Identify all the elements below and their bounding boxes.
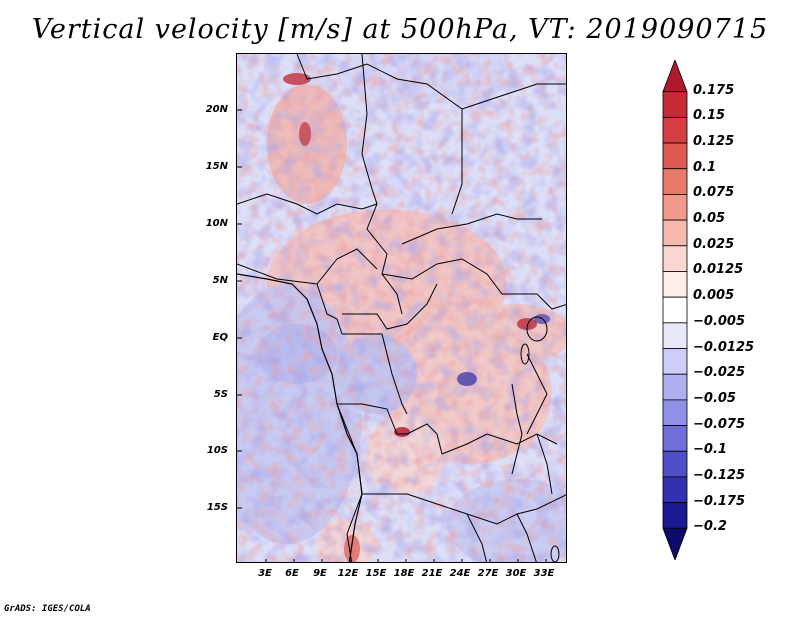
colorbar-segment <box>662 527 688 560</box>
colorbar-level-label: 0.1 <box>693 159 717 175</box>
lon-label-18e: 18E <box>393 568 415 579</box>
colorbar-segment <box>662 476 688 504</box>
colorbar-level-label: −0.05 <box>693 390 736 406</box>
colorbar-level-label: 0.025 <box>693 236 735 252</box>
lat-label-10n: 10N <box>205 218 228 229</box>
colorbar-segment <box>662 450 688 478</box>
colorbar-level-label: −0.125 <box>693 467 746 483</box>
colorbar-segment <box>662 373 688 401</box>
lat-label-15s: 15S <box>206 502 228 513</box>
colorbar-segment <box>662 168 688 195</box>
lat-label-5n: 5N <box>212 275 228 286</box>
lat-label-eq: EQ <box>212 332 228 343</box>
colorbar-level-label: 0.005 <box>693 288 735 304</box>
colorbar-segment <box>662 502 688 529</box>
vertical-velocity-map <box>236 53 567 563</box>
lon-label-12e: 12E <box>337 568 359 579</box>
colorbar-level-label: −0.0125 <box>693 339 755 355</box>
colorbar <box>662 60 688 560</box>
colorbar-segment <box>662 194 688 221</box>
descent-texture <box>237 54 566 562</box>
colorbar-level-label: 0.075 <box>693 185 735 201</box>
colorbar-segment <box>662 348 688 375</box>
colorbar-level-label: 0.05 <box>693 211 726 227</box>
colorbar-level-label: −0.005 <box>693 313 746 329</box>
colorbar-level-label: −0.2 <box>693 519 727 535</box>
colorbar-segment <box>662 60 688 93</box>
lon-label-24e: 24E <box>449 568 471 579</box>
colorbar-level-label: −0.1 <box>693 442 727 458</box>
colorbar-segment <box>662 296 688 324</box>
colorbar-level-label: −0.025 <box>693 365 746 381</box>
colorbar-segment <box>662 271 688 298</box>
lon-label-33e: 33E <box>533 568 555 579</box>
lon-label-6e: 6E <box>285 568 299 579</box>
colorbar-level-label: 0.175 <box>693 82 735 98</box>
colorbar-segment <box>662 399 688 426</box>
colorbar-segment <box>662 322 688 349</box>
velocity-field <box>237 54 566 562</box>
colorbar-segment <box>662 116 688 144</box>
colorbar-segment <box>662 219 688 247</box>
lat-label-5s: 5S <box>213 389 228 400</box>
colorbar-level-label: 0.0125 <box>693 262 744 278</box>
colorbar-level-label: 0.125 <box>693 134 735 150</box>
colorbar-level-label: 0.15 <box>693 108 726 124</box>
lon-label-3e: 3E <box>258 568 272 579</box>
chart-title: Vertical velocity [m/s] at 500hPa, VT: 2… <box>31 14 769 45</box>
colorbar-segment <box>662 142 688 170</box>
lon-label-27e: 27E <box>477 568 499 579</box>
colorbar-segment <box>662 425 688 452</box>
colorbar-segment <box>662 91 688 118</box>
lat-label-10s: 10S <box>206 445 228 456</box>
colorbar-level-label: −0.075 <box>693 416 746 432</box>
lon-label-30e: 30E <box>505 568 527 579</box>
lat-label-15n: 15N <box>205 161 228 172</box>
lon-label-9e: 9E <box>313 568 327 579</box>
colorbar-segment <box>662 245 688 272</box>
coastline <box>237 273 363 562</box>
colorbar-level-label: −0.175 <box>693 493 746 509</box>
axis-ticks <box>237 109 547 562</box>
lon-label-15e: 15E <box>365 568 387 579</box>
lon-label-21e: 21E <box>421 568 443 579</box>
lakes <box>511 316 560 562</box>
grads-credit: GrADS: IGES/COLA <box>4 604 91 614</box>
lat-label-20n: 20N <box>205 104 228 115</box>
